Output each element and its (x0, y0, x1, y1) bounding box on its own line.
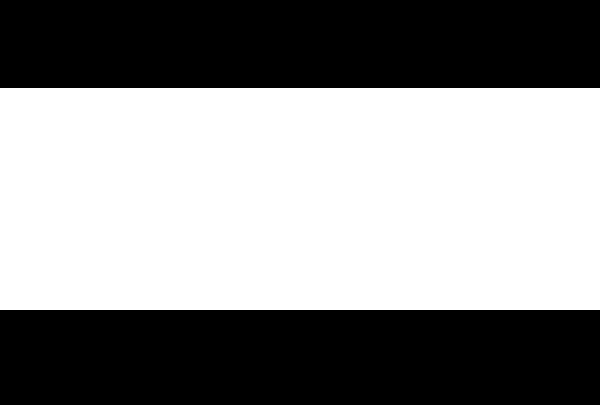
figure-white-strip (0, 88, 600, 310)
